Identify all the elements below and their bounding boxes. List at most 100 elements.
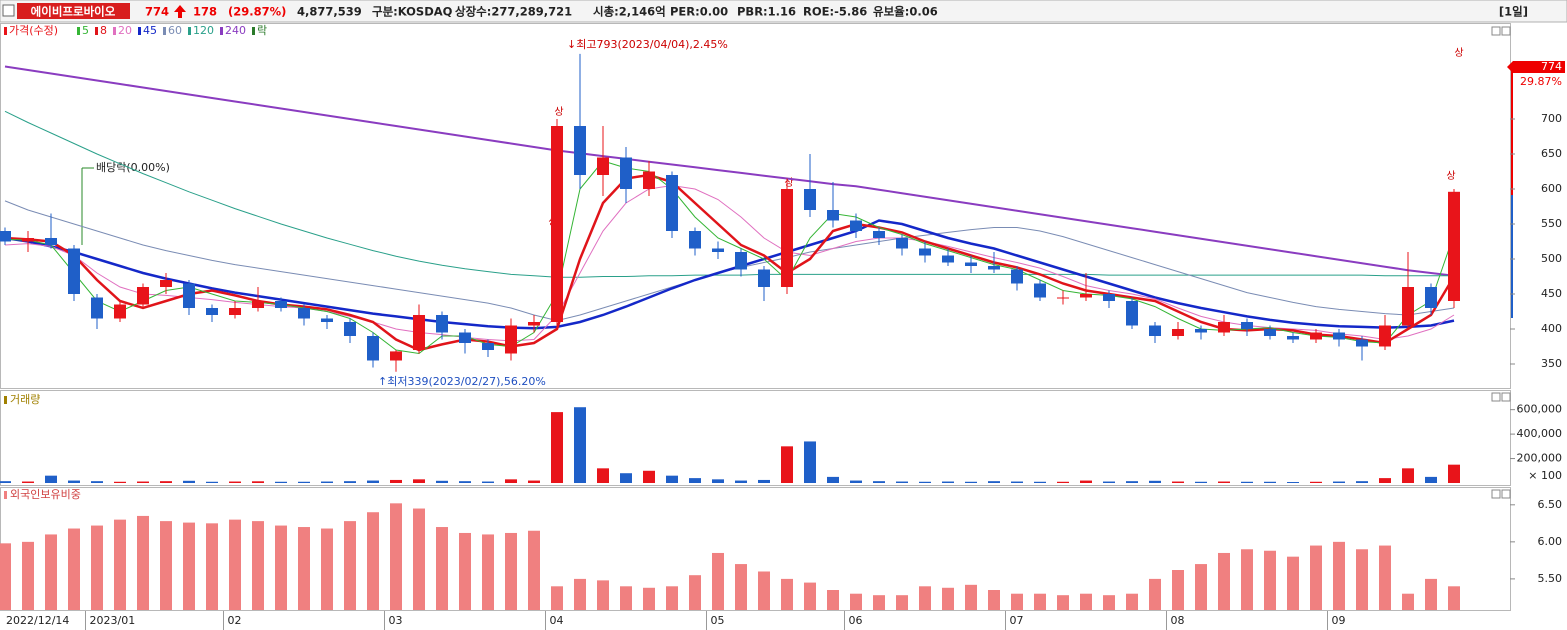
- bar: [505, 479, 517, 483]
- candle-body: [1195, 329, 1207, 333]
- candle-body: [988, 266, 1000, 270]
- ma-line: [4, 160, 1455, 355]
- bar: [1241, 481, 1253, 483]
- bar: [896, 481, 908, 483]
- x-tick-label: 08: [1171, 614, 1185, 627]
- high-annotation: ↓최고793(2023/04/04),2.45%: [567, 38, 728, 51]
- bar: [252, 481, 264, 483]
- bar: [482, 481, 494, 483]
- stock-name: 에이비프로바이오: [31, 5, 116, 19]
- bar: [1287, 556, 1299, 610]
- dividend-annotation: 배당락(0.00%): [96, 161, 170, 174]
- bar: [275, 481, 287, 483]
- upper-limit-marker: 상: [1454, 47, 1463, 59]
- legend-marker: [4, 491, 7, 499]
- bar: [183, 522, 195, 610]
- candle-body: [1448, 191, 1460, 301]
- bar: [574, 578, 586, 610]
- bar: [206, 481, 218, 483]
- period[interactable]: [1일]: [1499, 5, 1528, 19]
- candle-body: [965, 262, 977, 266]
- bar: [1287, 482, 1299, 483]
- candle-body: [1149, 325, 1161, 336]
- bar: [298, 481, 310, 483]
- bar: [1126, 481, 1138, 483]
- bar: [528, 530, 540, 610]
- bar: [137, 515, 149, 610]
- legend-label: 20: [118, 24, 132, 37]
- price-tag: 774: [1541, 60, 1562, 73]
- candle-body: [827, 210, 839, 221]
- bar: [1448, 464, 1460, 483]
- unit-label: × 100: [1528, 469, 1562, 482]
- bar: [712, 552, 724, 610]
- legend-marker: [220, 27, 223, 35]
- bar: [1402, 593, 1414, 610]
- bar: [965, 584, 977, 610]
- legend-label: 120: [193, 24, 214, 37]
- x-tick-label: 06: [849, 614, 863, 627]
- legend-marker: [4, 396, 7, 404]
- bar: [1149, 480, 1161, 483]
- bar: [758, 571, 770, 610]
- candle-body: [45, 238, 57, 245]
- candle-body: [1425, 287, 1437, 308]
- candle-body: [1402, 287, 1414, 326]
- icon[interactable]: [1501, 392, 1511, 402]
- bar: [1425, 476, 1437, 483]
- legend-label: 8: [100, 24, 107, 37]
- bar: [1195, 481, 1207, 483]
- icon[interactable]: [1501, 489, 1511, 499]
- legend-label: 240: [225, 24, 246, 37]
- x-tick-label: 02: [228, 614, 242, 627]
- ma-line: [4, 110, 1454, 278]
- candle-body: [137, 287, 149, 305]
- candle-body: [942, 255, 954, 263]
- icon[interactable]: [1491, 392, 1501, 402]
- bar: [643, 470, 655, 483]
- bar: [1172, 570, 1184, 610]
- bar: [252, 521, 264, 610]
- candle-body: [229, 308, 241, 315]
- bar: [459, 481, 471, 483]
- icon[interactable]: [1491, 26, 1501, 36]
- ma-line: [4, 184, 1455, 342]
- legend-marker: [188, 27, 191, 35]
- bar: [482, 534, 494, 610]
- name-box[interactable]: [17, 3, 130, 19]
- icon[interactable]: [1491, 489, 1501, 499]
- bar: [22, 541, 34, 610]
- bar: [528, 480, 540, 483]
- bar: [1195, 564, 1207, 610]
- candle-body: [0, 231, 11, 242]
- bar: [321, 481, 333, 483]
- legend-marker: [77, 27, 80, 35]
- bar: [919, 586, 931, 610]
- candle-body: [1264, 329, 1276, 336]
- bar: [1011, 481, 1023, 483]
- roe: ROE:-5.86: [803, 5, 867, 19]
- bar: [781, 446, 793, 483]
- pbr: PBR:1.16: [737, 5, 796, 19]
- y-tick-label: 200,000: [1517, 452, 1563, 465]
- candle-body: [1333, 332, 1345, 340]
- price-tag-pct: 29.87%: [1520, 75, 1562, 88]
- bar: [160, 481, 172, 483]
- bar: [1218, 552, 1230, 610]
- candle-body: [390, 351, 402, 361]
- ma-line: [4, 219, 1455, 330]
- bar: [551, 586, 563, 610]
- legend-label: 60: [168, 24, 182, 37]
- bar: [712, 479, 724, 483]
- candle-body: [1034, 283, 1046, 298]
- up-arrow: [174, 5, 186, 18]
- icon[interactable]: [1501, 26, 1511, 36]
- bar: [1034, 481, 1046, 483]
- bar: [367, 512, 379, 610]
- checkbox[interactable]: [2, 4, 15, 17]
- bar: [22, 481, 34, 483]
- bar: [114, 519, 126, 610]
- ma-line: [4, 173, 1456, 352]
- candle-body: [505, 325, 517, 354]
- candle-body: [22, 238, 34, 242]
